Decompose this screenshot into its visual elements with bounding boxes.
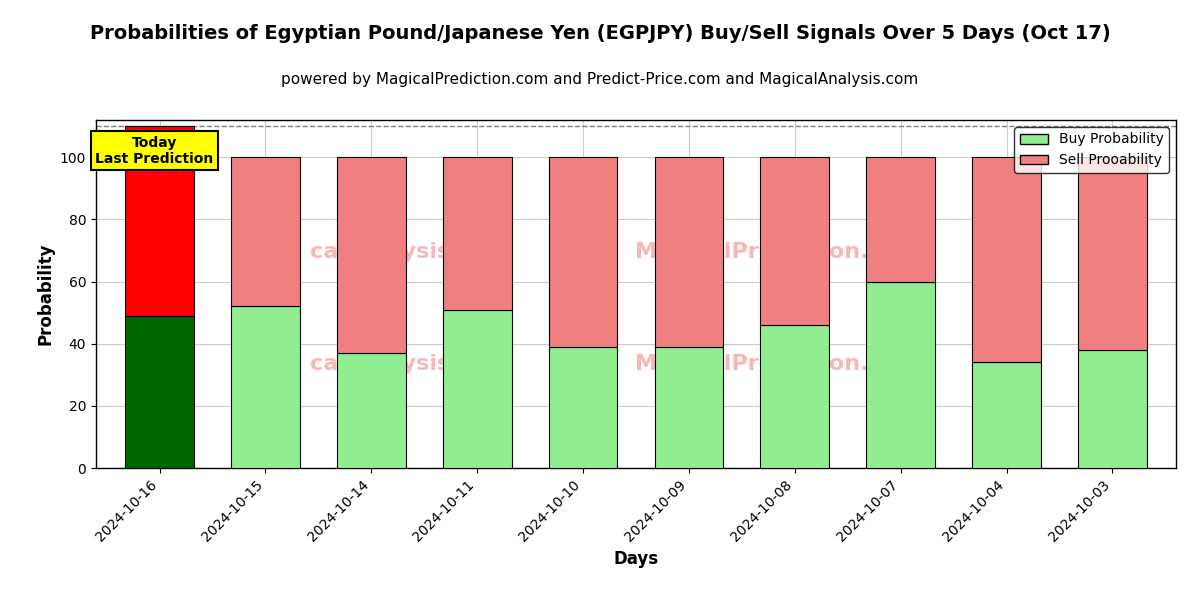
Bar (866, 157, 935, 281)
Bar (230, 157, 300, 307)
Legend: Buy Probability, Sell Prooability: Buy Probability, Sell Prooability (1014, 127, 1169, 173)
Bar (654, 347, 724, 468)
Bar (443, 157, 511, 310)
Bar (337, 157, 406, 353)
Bar (125, 316, 194, 468)
Bar (125, 126, 194, 316)
Bar (972, 157, 1042, 362)
Bar (230, 307, 300, 468)
Text: Today
Last Prediction: Today Last Prediction (95, 136, 214, 166)
Text: MagicalPrediction.co: MagicalPrediction.co (635, 353, 896, 374)
Bar (972, 362, 1042, 468)
Text: calAnalysis.co: calAnalysis.co (310, 242, 487, 262)
Text: calAnalysis.co: calAnalysis.co (310, 353, 487, 374)
Bar (548, 347, 618, 468)
Text: powered by MagicalPrediction.com and Predict-Price.com and MagicalAnalysis.com: powered by MagicalPrediction.com and Pre… (281, 72, 919, 87)
X-axis label: Days: Days (613, 550, 659, 568)
Bar (443, 310, 511, 468)
Bar (761, 157, 829, 325)
Text: Probabilities of Egyptian Pound/Japanese Yen (EGPJPY) Buy/Sell Signals Over 5 Da: Probabilities of Egyptian Pound/Japanese… (90, 24, 1110, 43)
Bar (866, 281, 935, 468)
Bar (1078, 157, 1147, 350)
Bar (1078, 350, 1147, 468)
Y-axis label: Probability: Probability (36, 243, 54, 345)
Bar (654, 157, 724, 347)
Bar (761, 325, 829, 468)
Bar (548, 157, 618, 347)
Bar (337, 353, 406, 468)
Text: MagicalPrediction.co: MagicalPrediction.co (635, 242, 896, 262)
